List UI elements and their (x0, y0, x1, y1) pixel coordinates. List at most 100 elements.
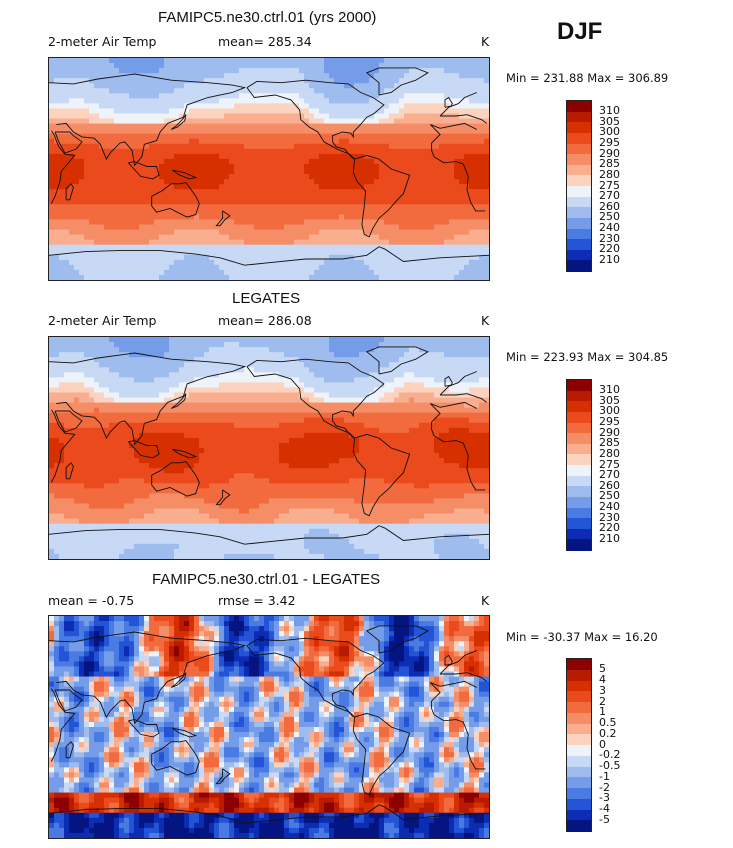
colorbar-swatch (567, 154, 591, 166)
field-cell (109, 128, 115, 135)
field-cell (404, 337, 410, 343)
field-cell (404, 194, 410, 200)
field-cell (134, 189, 140, 195)
field-cell (484, 234, 489, 241)
colorbar-swatch (567, 260, 591, 272)
field-cell (269, 93, 275, 99)
field-cell (244, 68, 250, 74)
field-cell (309, 153, 315, 160)
field-cell (239, 103, 245, 109)
field-cell (479, 123, 485, 130)
field-cell (404, 259, 410, 266)
field-cell (94, 179, 100, 185)
field-cell (379, 377, 385, 383)
field-cell (104, 108, 110, 114)
field-cell (444, 163, 450, 170)
field-cell (319, 78, 325, 84)
field-cell (469, 269, 475, 276)
field-cell (209, 179, 215, 185)
field-cell (354, 58, 360, 64)
field-cell (404, 128, 410, 135)
field-cell (149, 377, 155, 383)
field-cell (84, 158, 90, 165)
field-cell (109, 249, 115, 256)
field-cell (159, 199, 165, 205)
field-cell (419, 83, 425, 89)
field-cell (484, 123, 489, 130)
field-cell (274, 224, 280, 230)
field-cell (164, 362, 170, 368)
field-cell (339, 143, 345, 150)
field-cell (194, 392, 200, 398)
field-cell (214, 194, 220, 200)
field-cell (419, 73, 425, 79)
field-cell (154, 148, 160, 155)
field-cell (364, 249, 370, 256)
field-cell (324, 382, 330, 388)
panel-1-variable-label: 2-meter Air Temp (48, 34, 157, 49)
field-cell (129, 219, 135, 225)
field-cell (294, 194, 300, 200)
field-cell (454, 133, 460, 140)
field-cell (474, 108, 480, 114)
field-cell (354, 347, 360, 353)
field-cell (349, 234, 355, 241)
field-cell (144, 387, 150, 393)
field-cell (299, 88, 305, 94)
field-cell (459, 123, 465, 130)
field-cell (399, 274, 405, 280)
field-cell (214, 68, 220, 74)
field-cell (259, 174, 265, 180)
field-cell (214, 179, 220, 185)
field-cell (324, 337, 330, 343)
field-cell (394, 174, 400, 180)
field-cell (369, 174, 375, 180)
field-cell (69, 352, 75, 358)
field-cell (304, 153, 310, 160)
field-cell (224, 108, 230, 114)
field-cell (379, 179, 385, 185)
field-cell (159, 362, 165, 368)
field-cell (254, 169, 260, 175)
field-cell (174, 224, 180, 230)
field-cell (204, 189, 210, 195)
field-cell (449, 199, 455, 205)
field-cell (389, 214, 395, 220)
field-cell (74, 83, 80, 89)
field-cell (189, 362, 195, 368)
field-cell (104, 88, 110, 94)
field-cell (479, 229, 485, 235)
field-cell (79, 128, 85, 135)
field-cell (249, 387, 255, 393)
field-cell (184, 342, 190, 348)
field-cell (204, 249, 210, 256)
field-cell (134, 143, 140, 150)
field-cell (374, 133, 380, 140)
field-cell (369, 194, 375, 200)
field-cell (264, 133, 270, 140)
field-cell (179, 347, 185, 353)
field-cell (214, 108, 220, 114)
field-cell (299, 372, 305, 378)
field-cell (424, 128, 430, 135)
field-cell (254, 387, 260, 393)
field-cell (359, 138, 365, 145)
field-cells (49, 337, 489, 559)
field-cell (154, 254, 160, 261)
field-cell (129, 108, 135, 114)
field-cell (174, 239, 180, 246)
field-cell (314, 382, 320, 388)
field-cell (179, 108, 185, 114)
field-cell (84, 194, 90, 200)
field-cell (474, 264, 480, 271)
field-cell (459, 113, 465, 119)
field-cell (154, 78, 160, 84)
field-cell (69, 103, 75, 109)
field-cell (299, 342, 305, 348)
field-cell (224, 98, 230, 104)
field-cell (459, 58, 465, 64)
field-cell (424, 209, 430, 215)
field-cell (429, 73, 435, 79)
field-cell (444, 153, 450, 160)
field-cell (234, 108, 240, 114)
